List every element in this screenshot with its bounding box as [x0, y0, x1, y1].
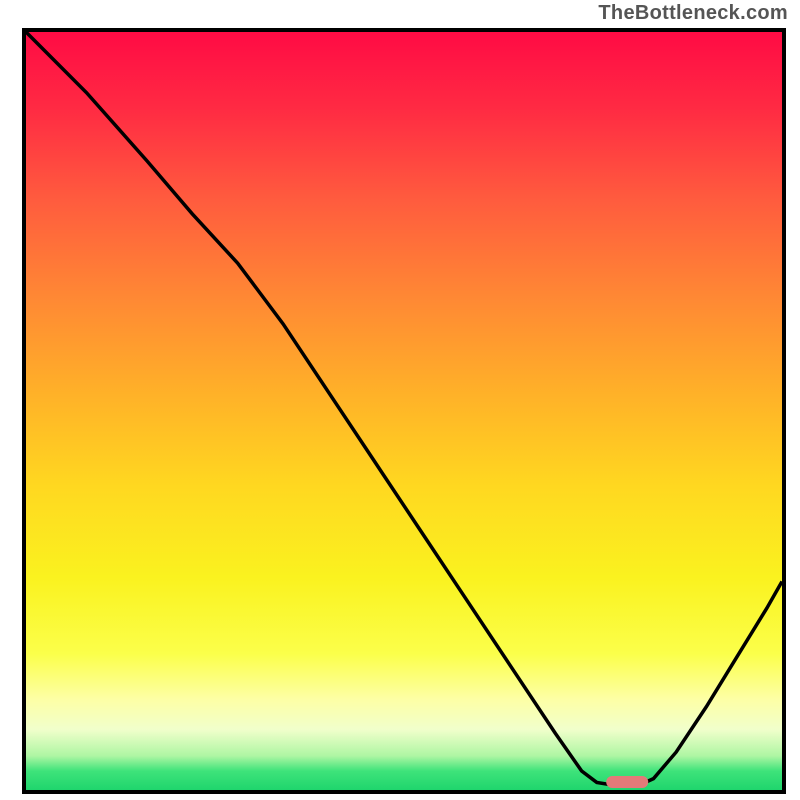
- bottleneck-curve-path: [26, 32, 782, 785]
- plot-frame: [22, 28, 786, 794]
- optimal-zone-marker: [606, 776, 648, 788]
- watermark-text: TheBottleneck.com: [598, 2, 788, 25]
- bottleneck-curve-svg: [26, 32, 782, 790]
